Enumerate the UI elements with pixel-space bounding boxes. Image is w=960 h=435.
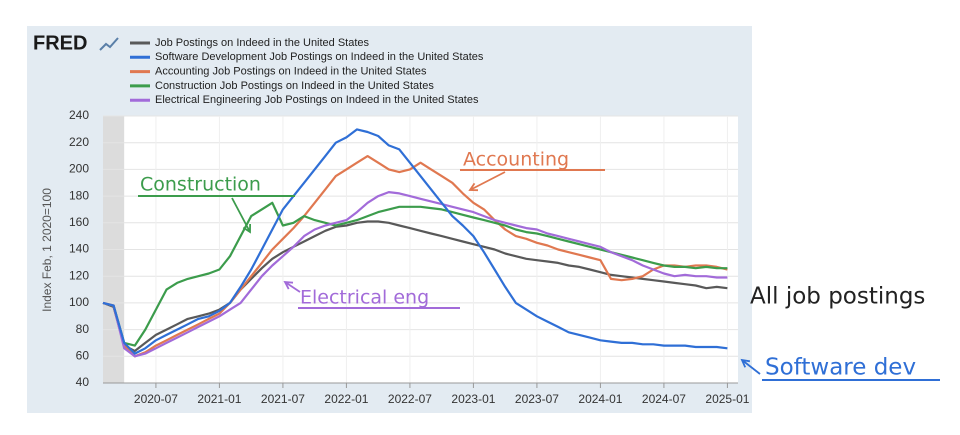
- annotation: Construction: [140, 174, 261, 196]
- x-tick-label: 2021-07: [261, 392, 305, 406]
- annotation: Accounting: [463, 149, 569, 171]
- legend-label: Construction Job Postings on Indeed in t…: [155, 80, 434, 92]
- series-line: [102, 128, 728, 355]
- y-tick-label: 100: [69, 295, 89, 309]
- annotation-arrow: [231, 197, 251, 234]
- series-line: [102, 155, 728, 358]
- series-line: [102, 191, 728, 358]
- y-axis-label: Index Feb, 1 2020=100: [40, 188, 54, 312]
- x-tick-label: 2022-01: [324, 392, 368, 406]
- logo: FRED: [33, 32, 87, 54]
- y-tick-label: 200: [69, 162, 89, 176]
- annotation: All job postings: [750, 284, 925, 310]
- legend-label: Electrical Engineering Job Postings on I…: [155, 94, 479, 106]
- y-tick-label: 80: [76, 322, 90, 336]
- y-tick-label: 180: [69, 188, 89, 202]
- x-tick-label: 2024-01: [578, 392, 622, 406]
- x-tick-label: 2022-07: [388, 392, 432, 406]
- legend-label: Job Postings on Indeed in the United Sta…: [155, 37, 370, 49]
- y-tick-label: 220: [69, 135, 89, 149]
- x-tick-label: 2020-07: [134, 392, 178, 406]
- y-tick-label: 120: [69, 268, 89, 282]
- y-tick-label: 60: [76, 348, 90, 362]
- annotation-arrow: [740, 358, 761, 375]
- x-tick-label: 2023-01: [451, 392, 495, 406]
- logo-icon: [99, 37, 119, 51]
- annotation-arrow: [283, 280, 301, 293]
- series-line: [102, 201, 728, 347]
- annotation: Software dev: [765, 355, 916, 381]
- series-line: [102, 220, 728, 353]
- y-tick-label: 140: [69, 242, 89, 256]
- y-tick-label: 240: [69, 108, 89, 122]
- x-tick-label: 2023-07: [515, 392, 559, 406]
- annotation-arrow: [468, 171, 506, 192]
- x-tick-label: 2021-01: [197, 392, 241, 406]
- annotation: Electrical eng: [300, 287, 429, 309]
- x-tick-label: 2025-01: [705, 392, 749, 406]
- y-tick-label: 40: [76, 375, 90, 389]
- x-tick-label: 2024-07: [642, 392, 686, 406]
- legend-label: Software Development Job Postings on Ind…: [155, 51, 484, 63]
- y-tick-label: 160: [69, 215, 89, 229]
- legend-label: Accounting Job Postings on Indeed in the…: [155, 66, 427, 78]
